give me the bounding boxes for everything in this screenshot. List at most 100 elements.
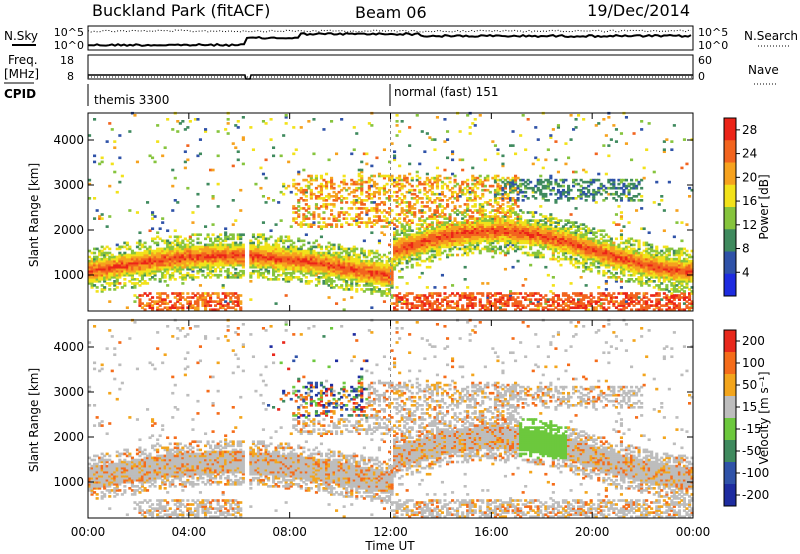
power-cell [362,273,366,277]
power-cell [302,255,306,259]
power-cell [269,247,273,251]
power-cell [135,259,140,263]
power-cell [410,176,414,180]
power-cell [330,259,334,263]
power-cell [375,261,379,265]
power-cell [166,271,170,275]
power-cell [191,233,195,237]
power-cell [327,158,331,162]
power-cell [388,290,392,293]
power-cell [327,203,331,206]
power-cell [221,298,225,301]
power-cell [309,247,313,251]
power-cell [395,120,399,123]
power-cell [103,259,107,263]
power-cell [196,237,200,241]
power-cell [133,251,137,255]
power-cell [405,233,409,237]
power-cell [105,265,109,269]
power-cell [309,182,313,186]
power-cell [446,138,450,141]
power-cell [198,267,203,271]
power-cell [390,276,394,279]
power-cell [372,280,377,283]
power-cell [148,255,152,259]
power-cell [214,249,218,253]
power-cell [337,261,341,265]
power-cell [319,245,324,249]
power-cell [113,255,117,259]
power-cell [398,300,402,303]
power-cell [168,276,172,279]
power-cell [105,282,109,285]
power-cell [110,253,114,257]
power-cell [345,182,349,186]
power-cell [163,280,167,283]
power-cell [355,182,359,186]
power-cell [168,278,172,281]
nsky-label: N.Sky [4,29,38,43]
power-cell [133,255,137,259]
power-cell [335,219,339,222]
power-cell [204,296,208,299]
power-cell [463,278,467,281]
power-cell [259,166,263,170]
power-cell [166,239,170,243]
power-cell [330,223,334,226]
power-cell [259,241,263,245]
power-cell [166,259,170,263]
power-cell [135,278,140,281]
power-cell [214,259,218,263]
power-cell [357,257,361,261]
power-cell [264,253,268,257]
power-cell [322,184,326,188]
power-cell [261,261,266,265]
power-cell [375,265,379,269]
power-cell [317,190,321,194]
nsearch-label: N.Search [744,29,798,43]
power-cell [556,170,561,174]
power-cell [516,296,520,299]
power-cell [410,292,414,295]
power-cell [294,211,298,214]
power-cell [95,255,99,259]
power-cell [362,271,366,275]
power-cell [143,271,147,275]
power-cell [388,221,392,224]
power-cell [319,255,324,259]
power-cell [395,304,399,307]
power-cell [138,243,142,247]
power-cell [211,197,215,200]
power-cell [304,178,308,182]
power-cell [335,195,339,198]
power-cell [204,237,208,241]
power-cell [488,199,492,202]
power-cell [546,273,550,277]
power-cell [264,259,268,263]
power-cell [188,249,192,253]
power-cell [332,265,336,269]
power-cell [322,280,326,283]
power-cell [400,255,404,259]
power-cell [284,255,288,259]
power-cell [211,247,215,251]
power-cell [219,241,223,245]
power-cell [317,259,321,263]
power-cell [299,197,303,200]
power-cell [204,276,208,279]
power-cell [176,298,180,301]
power-cell [259,253,263,257]
power-cell [221,304,225,307]
power-cell [342,211,346,214]
power-cell [357,168,361,172]
power-cell [236,249,240,253]
power-cell [98,276,102,279]
power-cell [214,237,218,241]
power-cell [299,186,303,190]
power-cell [209,296,213,299]
power-cell [534,211,538,214]
power-cell [325,261,329,265]
power-cell [282,184,286,188]
power-cell [138,273,142,277]
power-cell [166,265,170,269]
